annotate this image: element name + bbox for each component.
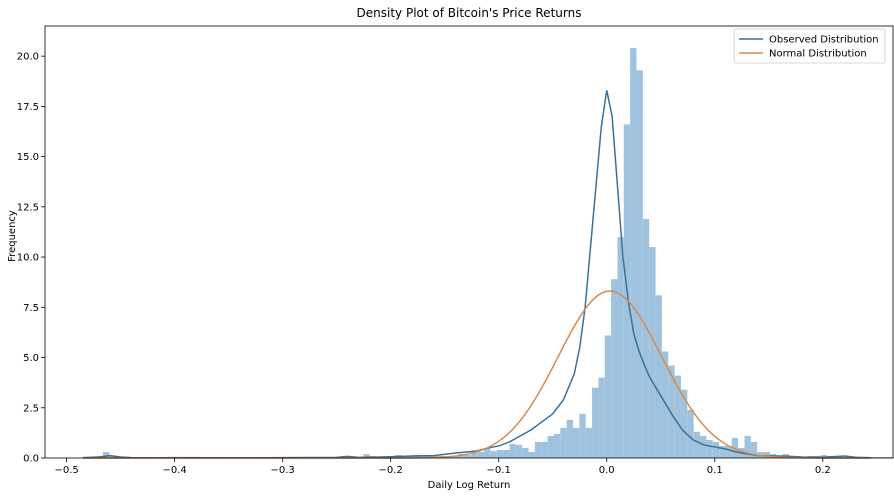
histogram-bar [617, 237, 623, 458]
histogram-bar [598, 378, 604, 458]
histogram-bar [560, 428, 566, 458]
histogram-bar [541, 442, 547, 458]
histogram-bar [649, 247, 655, 458]
plot-frame [45, 26, 893, 458]
histogram-bar [700, 436, 706, 458]
legend: Observed Distribution Normal Distribution [734, 29, 885, 63]
histogram-bar [687, 410, 693, 458]
histogram-bar [554, 434, 560, 458]
histogram-bar [643, 219, 649, 458]
histogram-bar [706, 440, 712, 458]
legend-entry: Observed Distribution [769, 35, 879, 46]
histogram-bar [573, 428, 579, 458]
y-tick-label: 5.0 [23, 353, 39, 364]
x-tick-label: −0.5 [54, 465, 78, 476]
observed-distribution-line [83, 90, 872, 458]
x-tick-label: 0.2 [815, 465, 831, 476]
legend-entry: Normal Distribution [769, 49, 867, 60]
x-axis-ticks: −0.5 −0.4 −0.3 −0.2 −0.1 0.0 0.1 0.2 [54, 458, 830, 476]
histogram-bar [630, 48, 636, 458]
x-tick-label: 0.1 [707, 465, 723, 476]
y-tick-label: 10.0 [17, 253, 39, 264]
x-tick-label: −0.3 [271, 465, 295, 476]
histogram-bar [605, 335, 611, 458]
histogram-bar [548, 436, 554, 458]
y-tick-label: 7.5 [23, 303, 39, 314]
y-tick-label: 17.5 [17, 102, 39, 113]
histogram-bar [522, 448, 528, 458]
histogram-bar [713, 442, 719, 458]
histogram-bar [516, 445, 522, 458]
x-tick-label: −0.1 [487, 465, 511, 476]
x-axis-label: Daily Log Return [428, 480, 511, 491]
histogram-bar [490, 451, 496, 458]
histogram-bar [465, 455, 471, 458]
y-tick-label: 15.0 [17, 152, 39, 163]
y-tick-label: 2.5 [23, 403, 39, 414]
histogram-bar [529, 452, 535, 458]
histogram-bar [478, 452, 484, 458]
y-tick-label: 0.0 [23, 454, 39, 465]
histogram-bar [579, 414, 585, 458]
normal-distribution-line [83, 291, 872, 458]
density-lines [83, 90, 872, 458]
histogram-bar [509, 444, 515, 458]
y-tick-label: 12.5 [17, 202, 39, 213]
histogram-bar [567, 420, 573, 458]
histogram-bar [592, 388, 598, 458]
y-axis-label: Frequency [7, 210, 18, 262]
y-axis-ticks: 0.0 2.5 5.0 7.5 10.0 12.5 15.0 17.5 20.0 [17, 52, 45, 465]
histogram-bar [681, 390, 687, 458]
histogram-bar [497, 450, 503, 458]
histogram-bar [586, 428, 592, 458]
x-tick-label: −0.2 [379, 465, 403, 476]
histogram-bar [656, 295, 662, 458]
histogram-bar [694, 432, 700, 458]
histogram-bar [637, 70, 643, 458]
x-tick-label: 0.0 [599, 465, 615, 476]
x-tick-label: −0.4 [162, 465, 186, 476]
histogram-bar [535, 442, 541, 458]
y-tick-label: 20.0 [17, 52, 39, 63]
histogram-bar [611, 279, 617, 458]
chart-title: Density Plot of Bitcoin's Price Returns [357, 6, 582, 20]
histogram-bars [84, 48, 894, 458]
histogram-bar [503, 450, 509, 458]
